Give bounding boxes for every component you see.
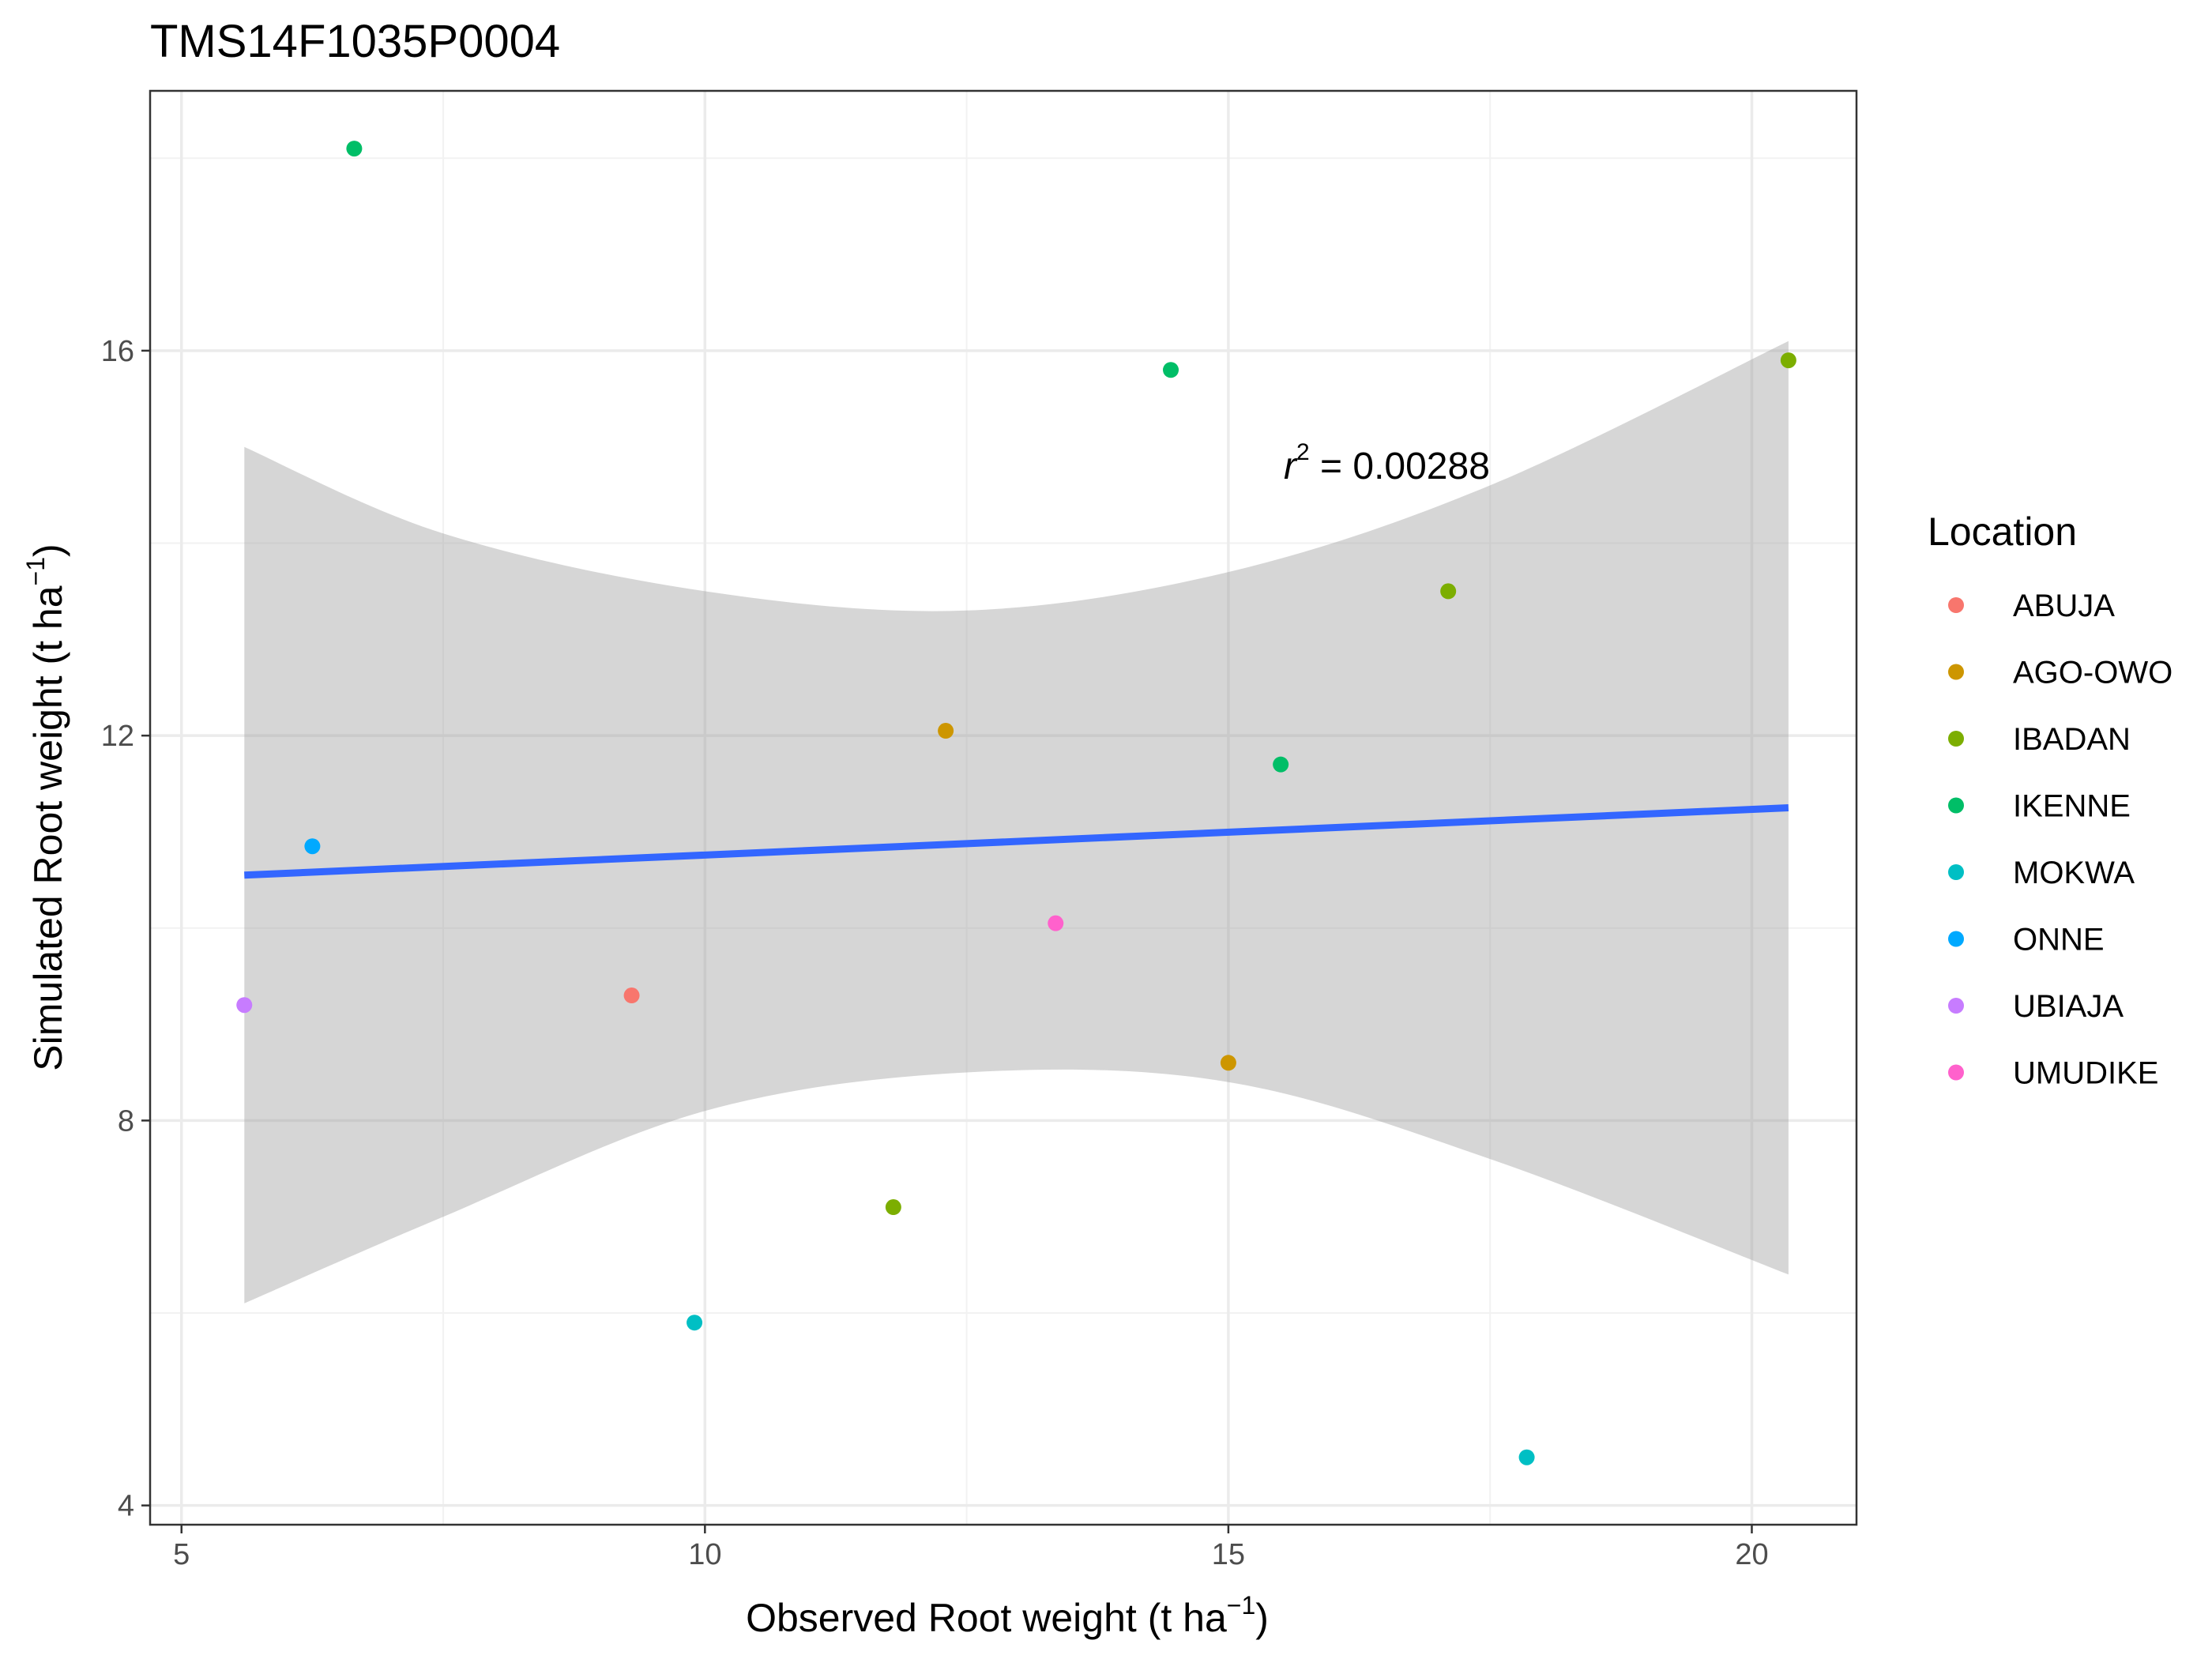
data-point-mokwa [687,1315,703,1331]
legend-label-ikenne: IKENNE [2013,789,2131,824]
x-axis-title-paren-close: ) [1255,1596,1269,1640]
y-axis: 4 8 12 16 [101,335,150,1523]
legend-label-onne: ONNE [2013,923,2105,957]
legend-label-abuja: ABUJA [2013,589,2115,623]
x-axis-title: Observed Root weight (t ha−1) [746,1591,1269,1640]
data-point-abuja [623,988,640,1004]
y-tick-label: 4 [118,1490,134,1523]
data-point-ago-owo [938,723,954,739]
legend: Location ABUJA AGO-OWO IBADAN IKENNE MOKWA ON… [1928,510,2172,1091]
annotation-exponent: 2 [1296,439,1310,465]
data-point-onne [304,838,321,855]
x-axis-title-unit-exp: −1 [1227,1591,1255,1620]
y-axis-title-unit-exp: −1 [21,557,50,585]
y-axis-title-unit: t ha [26,585,70,652]
data-point-ikenne [1163,362,1179,378]
legend-title: Location [1928,510,2077,554]
data-point-ikenne [346,141,363,157]
x-tick-label: 20 [1735,1538,1768,1571]
x-axis-title-unit: t ha [1161,1596,1227,1640]
legend-key-onne [1948,931,1964,947]
panel-border [149,89,1858,1526]
data-point-ibadan [1440,583,1457,600]
legend-key-umudike [1948,1064,1964,1081]
legend-key-ago-owo [1948,664,1964,680]
legend-label-ago-owo: AGO-OWO [2013,656,2172,690]
data-point-ibadan [1780,352,1796,369]
y-axis-title-paren-close: ) [26,544,70,557]
legend-label-ubiaja: UBIAJA [2013,989,2124,1024]
data-point-ago-owo [1220,1055,1236,1071]
chart-title: TMS14F1035P0004 [150,16,560,67]
legend-key-ubiaja [1948,998,1964,1014]
legend-key-mokwa [1948,864,1964,880]
legend-key-abuja [1948,597,1964,613]
data-point-umudike [1048,915,1064,931]
data-point-ibadan [885,1199,901,1216]
data-point-mokwa [1518,1449,1535,1465]
legend-key-ikenne [1948,797,1964,814]
legend-items: ABUJA AGO-OWO IBADAN IKENNE MOKWA ONNE UBIAJA U… [1948,589,2172,1091]
annotation-value: = 0.00288 [1310,446,1490,487]
confidence-band [244,340,1789,1304]
x-axis: 5 10 15 20 [173,1525,1769,1571]
data-point-ubiaja [236,997,253,1014]
y-tick-label: 12 [101,720,134,753]
data-points [236,141,1796,1465]
y-axis-title: Simulated Root weight (t ha−1) [21,544,70,1070]
legend-label-ibadan: IBADAN [2013,722,2131,757]
y-tick-label: 8 [118,1104,134,1138]
legend-key-ibadan [1948,731,1964,747]
x-tick-label: 10 [688,1538,721,1571]
legend-label-mokwa: MOKWA [2013,856,2135,890]
y-tick-label: 16 [101,335,134,368]
x-axis-title-paren-open: ( [1148,1596,1161,1640]
annotation-variable: r [1284,446,1298,487]
x-tick-label: 5 [173,1538,190,1571]
x-tick-label: 15 [1212,1538,1245,1571]
y-axis-title-paren-open: ( [26,652,70,665]
regression-line [244,804,1789,879]
plot-panel [149,89,1858,1526]
x-axis-title-main: Observed Root weight [746,1596,1137,1640]
y-axis-title-main: Simulated Root weight [26,675,70,1070]
legend-label-umudike: UMUDIKE [2013,1056,2158,1091]
r-squared-annotation: r2 = 0.00288 [1284,439,1490,487]
data-point-ikenne [1273,756,1289,773]
